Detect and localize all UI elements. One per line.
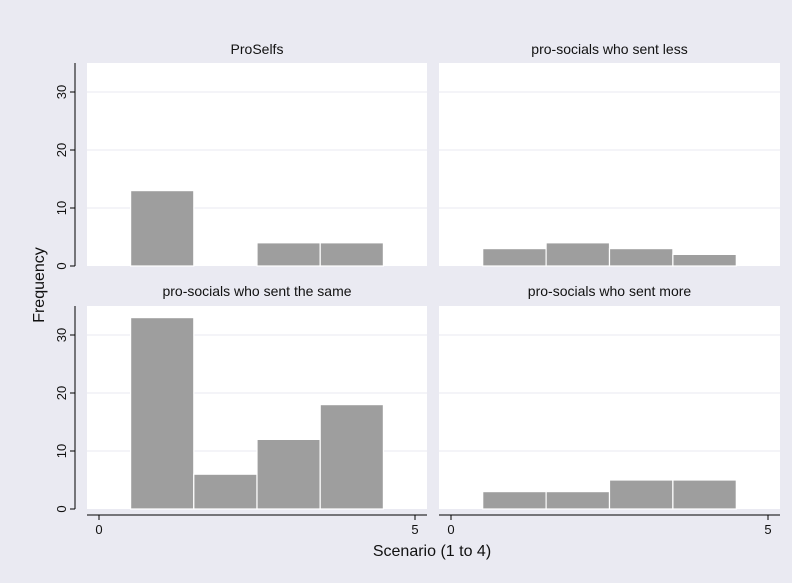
bar <box>482 248 547 267</box>
y-tick-label: 30 <box>54 85 69 99</box>
bar <box>608 479 674 510</box>
x-tick-label: 0 <box>95 522 102 537</box>
bar <box>319 404 385 510</box>
y-tick-label: 20 <box>54 386 69 400</box>
y-tick-label: 10 <box>54 201 69 215</box>
bar <box>608 248 674 267</box>
bar <box>256 438 321 510</box>
bar <box>672 479 737 510</box>
panel-title: pro-socials who sent less <box>531 41 687 57</box>
y-tick-label: 0 <box>54 262 69 269</box>
panel-0: ProSelfs 0 10 20 30 <box>54 41 427 270</box>
y-axis-title: Frequency <box>31 247 48 323</box>
panel-3: pro-socials who sent more 0 5 <box>439 283 780 537</box>
y-tick-label: 0 <box>54 505 69 512</box>
y-tick-label: 10 <box>54 444 69 458</box>
x-tick-label: 5 <box>764 522 771 537</box>
plot-area <box>439 63 780 266</box>
bar <box>545 491 611 510</box>
bar <box>130 317 195 510</box>
x-tick-label: 5 <box>411 522 418 537</box>
panel-1: pro-socials who sent less <box>439 41 780 267</box>
bar <box>319 242 385 267</box>
bar <box>545 242 611 267</box>
bar <box>130 190 195 267</box>
bar <box>256 242 321 267</box>
bar <box>193 473 258 510</box>
bar <box>672 253 737 267</box>
panels: ProSelfs 0 10 20 30 pro-socials who sent less… <box>54 41 780 537</box>
bar <box>482 491 547 510</box>
panel-title: pro-socials who sent more <box>528 283 692 299</box>
panel-2: pro-socials who sent the same 0 10 20 30 0 5 <box>54 283 427 537</box>
y-tick-label: 30 <box>54 328 69 342</box>
y-tick-label: 20 <box>54 143 69 157</box>
panel-title: ProSelfs <box>231 41 284 57</box>
x-axis-title: Scenario (1 to 4) <box>373 543 491 560</box>
plot-area <box>439 306 780 509</box>
x-tick-label: 0 <box>447 522 454 537</box>
panel-title: pro-socials who sent the same <box>162 283 351 299</box>
